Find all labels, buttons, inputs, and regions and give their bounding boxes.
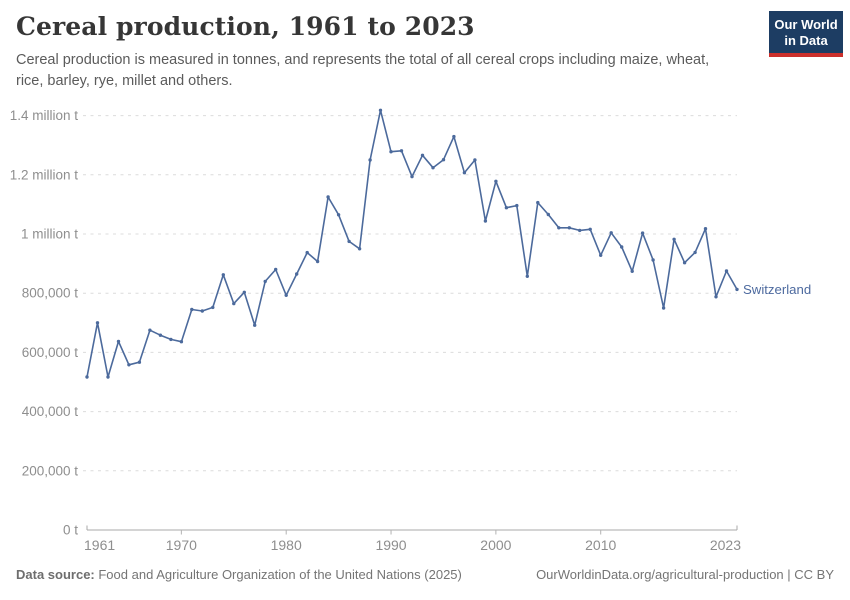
- data-point-marker: [378, 108, 383, 113]
- data-point-marker: [452, 134, 456, 139]
- data-point-marker: [672, 237, 676, 241]
- data-point-marker: [462, 171, 467, 175]
- data-point-marker: [148, 328, 152, 332]
- owid-logo-line-1: Our World: [774, 17, 838, 32]
- data-point-marker: [703, 227, 708, 231]
- data-point-marker: [640, 231, 645, 235]
- data-point-marker: [399, 149, 404, 153]
- data-point-marker: [368, 158, 372, 162]
- entity-label: Switzerland: [743, 282, 811, 297]
- data-point-marker: [630, 269, 634, 273]
- data-point-marker: [127, 363, 131, 367]
- footer-link[interactable]: OurWorldinData.org/agricultural-producti…: [536, 567, 834, 582]
- data-point-marker: [137, 360, 142, 364]
- data-point-marker: [242, 290, 246, 294]
- data-point-marker: [389, 150, 393, 154]
- data-point-marker: [714, 295, 718, 299]
- data-point-marker: [620, 245, 624, 249]
- data-point-marker: [274, 267, 278, 272]
- data-point-marker: [357, 247, 362, 251]
- data-point-marker: [211, 305, 215, 310]
- y-axis-label: 1.4 million t: [10, 108, 79, 123]
- data-point-marker: [85, 375, 89, 379]
- data-point-marker: [599, 253, 603, 257]
- data-point-marker: [483, 219, 488, 223]
- chart-footer: Data source: Food and Agriculture Organi…: [16, 567, 834, 582]
- data-point-marker: [190, 307, 194, 312]
- x-axis-label: 1990: [375, 537, 406, 553]
- data-point-marker: [735, 287, 739, 292]
- x-axis-label: 1970: [166, 537, 197, 553]
- data-point-marker: [567, 226, 571, 230]
- data-point-marker: [693, 250, 697, 255]
- y-axis-label: 800,000 t: [22, 286, 79, 301]
- y-axis-label: 1.2 million t: [10, 167, 79, 182]
- owid-logo-red-strip: [769, 53, 843, 57]
- data-point-marker: [494, 179, 498, 183]
- x-axis-label: 2000: [480, 537, 511, 553]
- x-axis-label: 1980: [271, 537, 302, 553]
- data-point-marker: [169, 337, 173, 342]
- data-point-marker: [284, 293, 288, 297]
- data-point-marker: [536, 200, 540, 205]
- data-point-marker: [682, 261, 687, 265]
- x-axis-label: 1961: [84, 537, 115, 553]
- data-point-marker: [504, 206, 509, 210]
- data-point-marker: [305, 250, 309, 255]
- y-axis-label: 600,000 t: [22, 345, 79, 360]
- data-point-marker: [473, 158, 477, 162]
- data-source-text: Food and Agriculture Organization of the…: [94, 567, 462, 582]
- series-line: [86, 109, 738, 378]
- data-point-marker: [651, 258, 655, 262]
- data-point-marker: [158, 333, 163, 337]
- chart-subtitle: Cereal production is measured in tonnes,…: [16, 50, 756, 92]
- data-point-marker: [525, 274, 529, 278]
- data-point-marker: [410, 174, 414, 179]
- owid-logo[interactable]: Our World in Data: [769, 11, 843, 57]
- chart-title: Cereal production, 1961 to 2023: [16, 12, 475, 41]
- data-source-label: Data source:: [16, 567, 95, 582]
- owid-logo-line-2: in Data: [784, 32, 828, 48]
- chart-header: Cereal production, 1961 to 2023 Cereal p…: [16, 12, 756, 92]
- x-axis-label: 2023: [710, 537, 741, 553]
- data-point-marker: [609, 231, 613, 235]
- data-point-marker: [179, 340, 184, 344]
- owid-logo-text: Our World in Data: [769, 11, 843, 53]
- data-point-marker: [232, 301, 236, 306]
- data-point-marker: [315, 259, 320, 264]
- data-point-marker: [95, 321, 100, 325]
- data-point-marker: [347, 239, 351, 244]
- data-point-marker: [116, 339, 121, 344]
- data-point-marker: [106, 375, 110, 379]
- chart-subtitle-line-1: Cereal production is measured in tonnes,…: [16, 52, 710, 68]
- chart-subtitle-line-2: rice, barley, rye, millet and others.: [16, 73, 233, 89]
- x-axis-label: 2010: [585, 537, 616, 553]
- data-point-marker: [263, 279, 267, 284]
- data-point-marker: [200, 309, 204, 313]
- data-point-marker: [661, 306, 666, 310]
- y-axis-label: 1 million t: [21, 227, 78, 242]
- y-axis-label: 0 t: [63, 523, 78, 538]
- y-axis-label: 400,000 t: [22, 404, 79, 419]
- data-point-marker: [557, 226, 561, 230]
- data-point-marker: [724, 269, 729, 273]
- data-point-marker: [420, 153, 425, 157]
- data-point-marker: [515, 203, 519, 208]
- y-axis-label: 200,000 t: [22, 463, 79, 478]
- data-point-marker: [546, 212, 550, 217]
- data-point-marker: [253, 323, 257, 327]
- data-point-marker: [295, 272, 299, 276]
- data-source-note: Data source: Food and Agriculture Organi…: [16, 567, 462, 582]
- data-point-marker: [578, 228, 582, 233]
- data-point-marker: [441, 158, 446, 162]
- data-point-marker: [588, 227, 592, 231]
- data-point-marker: [431, 166, 435, 170]
- data-point-marker: [221, 273, 225, 277]
- data-point-marker: [336, 213, 341, 217]
- data-point-marker: [326, 195, 330, 199]
